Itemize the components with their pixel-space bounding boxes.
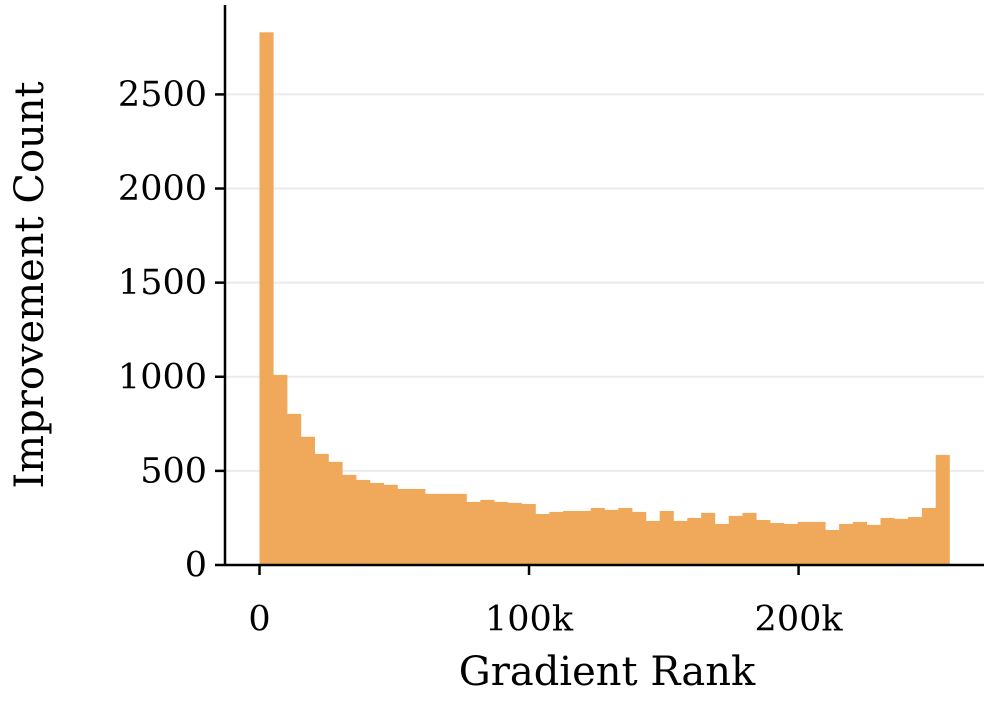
bar (894, 518, 909, 565)
bar (618, 507, 633, 565)
bar (563, 510, 578, 565)
y-tick-label: 0 (185, 546, 207, 586)
x-tick-label: 200k (755, 600, 844, 640)
x-tick-label: 0 (248, 600, 270, 640)
bar (328, 461, 343, 565)
y-axis-label: Improvement Count (7, 81, 53, 488)
bar (287, 413, 302, 565)
bar (466, 501, 481, 565)
bar (728, 515, 743, 565)
bar (259, 32, 274, 565)
bar (397, 488, 412, 565)
bar (770, 523, 785, 565)
y-tick-label: 2500 (118, 75, 207, 115)
bar (535, 513, 550, 565)
y-tick-label: 1000 (118, 357, 207, 397)
bar (604, 509, 619, 565)
bar (383, 484, 398, 565)
bar (880, 517, 895, 565)
bar (356, 479, 371, 565)
bar (452, 493, 467, 565)
x-tick-label: 100k (485, 600, 574, 640)
y-tick-label: 500 (140, 451, 207, 491)
y-tick-label: 2000 (118, 169, 207, 209)
bar (673, 520, 688, 565)
bar (659, 510, 674, 565)
bar (908, 517, 923, 565)
bar (825, 529, 840, 565)
bar (866, 524, 881, 565)
bar (590, 507, 605, 565)
bar (839, 523, 854, 565)
bar (521, 504, 536, 565)
bar (480, 499, 495, 565)
bar (701, 512, 716, 565)
bar (438, 493, 453, 565)
bar (811, 521, 826, 565)
bar (369, 482, 384, 565)
bar (425, 493, 440, 565)
bar (411, 488, 426, 565)
bar (576, 510, 591, 565)
bar (783, 523, 798, 565)
bar (935, 454, 950, 565)
bar (632, 511, 647, 565)
bar (714, 523, 729, 565)
bar (507, 502, 522, 565)
bar (742, 512, 757, 565)
bar (852, 521, 867, 565)
bar (797, 521, 812, 565)
bar (273, 374, 288, 565)
bar (756, 520, 771, 565)
bar (549, 511, 564, 565)
x-axis-label: Gradient Rank (459, 649, 756, 695)
bar (314, 453, 329, 565)
bar (687, 517, 702, 565)
bar (645, 520, 660, 565)
bar (300, 436, 315, 565)
y-tick-label: 1500 (118, 263, 207, 303)
bar (494, 501, 509, 565)
bar (921, 507, 936, 565)
bar (342, 474, 357, 565)
